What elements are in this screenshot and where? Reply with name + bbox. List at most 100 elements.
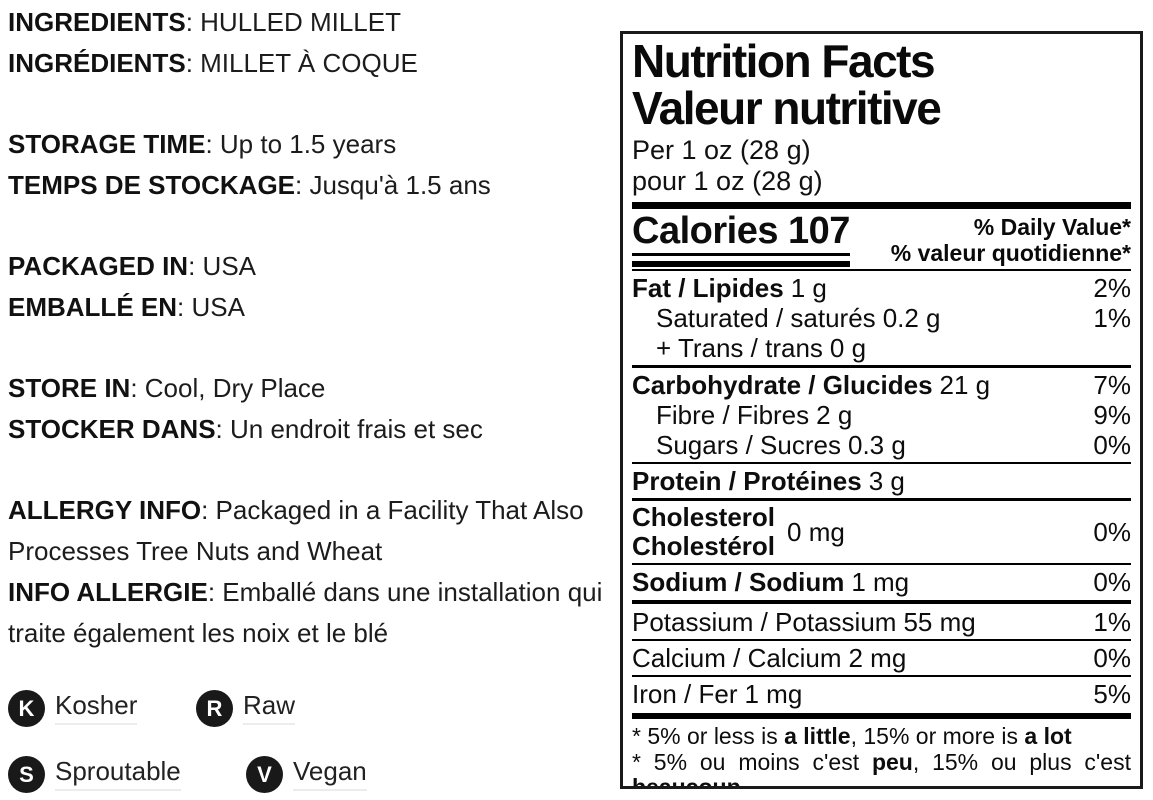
- raw-label: Raw: [243, 692, 296, 725]
- nutrient-row-potassium: Potassium / Potassium 55 mg 1%: [632, 607, 1131, 637]
- store-in-label-fr: STOCKER DANS: [8, 414, 216, 444]
- calories-underline-bar: [632, 261, 850, 267]
- daily-value-header: % Daily Value* % valeur quotidienne*: [891, 214, 1131, 266]
- badge-row-2: S Sproutable V Vegan: [8, 756, 626, 800]
- packaged-in-line-en: PACKAGED IN: USA: [8, 246, 626, 287]
- storage-time-line-en: STORAGE TIME: Up to 1.5 years: [8, 124, 626, 165]
- nutrient-label: Calcium / Calcium: [632, 643, 842, 673]
- nutrient-label: Sodium / Sodium: [632, 567, 845, 597]
- nutrient-amount: 1 g: [790, 273, 827, 303]
- calories-value: 107: [788, 210, 850, 252]
- nutrient-amount: 2 g: [816, 399, 853, 430]
- storage-time-value-en: : Up to 1.5 years: [205, 129, 397, 159]
- nutrient-name: Potassium / Potassium 55 mg: [632, 607, 976, 637]
- footnote-fr-line1: * 5% ou moins c'est peu, 15% ou plus c'e…: [632, 748, 1131, 775]
- divider-header: [632, 202, 1131, 209]
- nutrient-dv: 0%: [1093, 516, 1131, 547]
- divider: [632, 461, 1131, 464]
- nutrient-name: + Trans / trans 0 g: [632, 333, 866, 363]
- calories-section: Calories 107 % Daily Value* % valeur quo…: [632, 211, 1131, 267]
- nutrient-dv: 1%: [1093, 607, 1131, 637]
- nutrient-row-sodium: Sodium / Sodium 1 mg 0%: [632, 567, 1131, 597]
- ingredients-line-fr: INGRÉDIENTS: MILLET À COQUE: [8, 43, 626, 84]
- nutrient-row-trans: + Trans / trans 0 g: [632, 333, 1131, 363]
- nutrient-label: Saturated / saturés: [656, 303, 876, 333]
- packaged-in-value-en: : USA: [188, 251, 257, 281]
- store-in-label-en: STORE IN: [8, 373, 131, 403]
- kosher-label: Kosher: [55, 692, 138, 725]
- nutrient-dv: 1%: [1093, 303, 1131, 333]
- ingredients-label-en: INGREDIENTS: [8, 7, 186, 37]
- serving-size-fr: pour 1 oz (28 g): [632, 166, 823, 196]
- packaged-in-group: PACKAGED IN: USA EMBALLÉ EN: USA: [8, 246, 626, 328]
- raw-icon: R: [196, 690, 233, 727]
- vegan-icon: V: [246, 756, 283, 793]
- daily-value-header-en: % Daily Value*: [973, 214, 1131, 240]
- nutrient-row-fat: Fat / Lipides 1 g 2%: [632, 273, 1131, 303]
- footnote-en-bold1: a little: [784, 723, 851, 749]
- sproutable-label: Sproutable: [55, 758, 181, 791]
- allergy-info-value-fr: : Emballé dans une installation qui trai…: [8, 577, 603, 648]
- nutrient-dv: 5%: [1093, 679, 1131, 709]
- nutrient-amount: 1 mg: [744, 679, 803, 709]
- serving-size-en: Per 1 oz (28 g): [632, 135, 811, 165]
- cholesterol-label-en: Cholesterol: [632, 501, 776, 532]
- store-in-value-en: : Cool, Dry Place: [130, 373, 326, 403]
- divider: [632, 365, 1131, 368]
- footnote-en: * 5% or less is a little, 15% or more is…: [632, 724, 1131, 749]
- daily-value-header-fr: % valeur quotidienne*: [890, 240, 1131, 266]
- nutrient-label: Potassium / Potassium: [632, 607, 897, 637]
- divider-footer: [632, 713, 1131, 719]
- store-in-line-fr: STOCKER DANS: Un endroit frais et sec: [8, 409, 626, 450]
- ingredients-line-en: INGREDIENTS: HULLED MILLET: [8, 2, 626, 43]
- allergy-info-group: ALLERGY INFO: Packaged in a Facility Tha…: [8, 490, 626, 654]
- nutrient-row-sugars: Sugars / Sucres 0.3 g 0%: [632, 430, 1131, 460]
- nutrient-row-fibre: Fibre / Fibres 2 g 9%: [632, 400, 1131, 430]
- footnote-fr-text: * 5% ou moins c'est: [632, 748, 872, 775]
- badge-row-1: K Kosher R Raw: [8, 690, 626, 734]
- sproutable-icon: S: [8, 756, 45, 793]
- nutrient-row-saturated: Saturated / saturés 0.2 g 1%: [632, 303, 1131, 333]
- nutrient-label: Fibre / Fibres: [656, 399, 810, 430]
- allergy-info-value-en: : Packaged in a Facility That Also Proce…: [8, 495, 584, 566]
- allergy-info-line-fr: INFO ALLERGIE: Emballé dans une installa…: [8, 572, 626, 654]
- nutrient-amount: 1 mg: [851, 567, 910, 597]
- calories-block: Calories 107: [632, 211, 850, 267]
- cholesterol-label-fr: Cholestérol: [632, 530, 776, 561]
- nutrient-amount: 2 mg: [848, 643, 907, 673]
- footnote-fr-bold1: peu: [871, 748, 913, 775]
- divider: [632, 498, 1131, 501]
- nutrient-dv: 9%: [1093, 399, 1131, 430]
- raw-badge: R Raw: [196, 690, 296, 727]
- packaged-in-value-fr: : USA: [177, 292, 245, 322]
- nutrient-name: Fibre / Fibres 2 g: [632, 400, 852, 430]
- vegan-label: Vegan: [293, 758, 367, 791]
- ingredients-group: INGREDIENTS: HULLED MILLET INGRÉDIENTS: …: [8, 2, 626, 84]
- nutrient-dv: 0%: [1093, 567, 1131, 597]
- nutrient-amount: 21 g: [939, 369, 991, 400]
- nutrient-amount: 0 mg: [787, 516, 845, 547]
- kosher-icon: K: [8, 690, 45, 727]
- divider: [632, 639, 1131, 641]
- nutrient-row-calcium: Calcium / Calcium 2 mg 0%: [632, 643, 1131, 673]
- nutrient-row-cholesterol: Cholesterol Cholestérol 0 mg 0%: [632, 501, 1131, 561]
- cholesterol-labels: Cholesterol Cholestérol: [632, 501, 776, 561]
- footnote-fr-line2: beaucoup: [632, 774, 741, 789]
- nutrient-label: Iron / Fer: [632, 679, 738, 709]
- nutrient-label: Protein / Protéines: [632, 466, 862, 496]
- storage-time-line-fr: TEMPS DE STOCKAGE: Jusqu'à 1.5 ans: [8, 165, 626, 206]
- nutrient-row-protein: Protein / Protéines 3 g: [632, 466, 1131, 496]
- divider: [632, 600, 1131, 604]
- divider: [632, 269, 1131, 271]
- nutrient-dv: 2%: [1093, 273, 1131, 303]
- nutrient-name: Iron / Fer 1 mg: [632, 679, 802, 709]
- kosher-badge: K Kosher: [8, 690, 138, 727]
- ingredients-value-fr: : MILLET À COQUE: [185, 48, 418, 78]
- nutrient-amount: 0.3 g: [847, 429, 906, 460]
- nutrient-dv: 0%: [1093, 643, 1131, 673]
- vegan-badge: V Vegan: [246, 756, 367, 793]
- nutrient-name: Fat / Lipides 1 g: [632, 273, 827, 303]
- nutrition-facts-panel: Nutrition Facts Valeur nutritive Per 1 o…: [620, 31, 1143, 789]
- nutrient-label: + Trans / trans: [656, 333, 823, 363]
- allergy-info-line-en: ALLERGY INFO: Packaged in a Facility Tha…: [8, 490, 626, 572]
